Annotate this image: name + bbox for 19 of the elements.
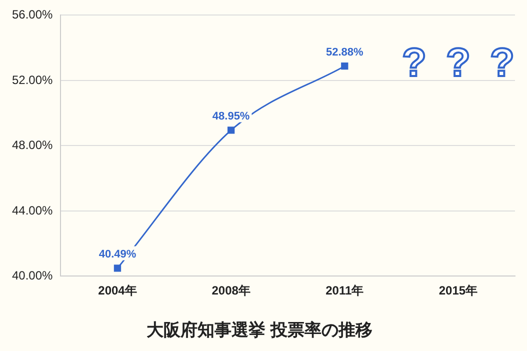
x-tick-label: 2008年 [212,284,250,298]
point [341,62,348,70]
y-tick-label: 40.00% [12,268,54,283]
point [227,126,235,134]
y-tick-label: 56.00% [12,8,54,22]
text: 大阪府知事選挙 投票率の推移 [146,320,372,340]
x-tick-label: 2015年 [438,284,478,298]
data-label: 48.95% [212,110,250,123]
annotation: ? [402,41,426,86]
point [114,264,122,272]
data-label: 52.88% [326,46,364,59]
y-tick-label: 52.00% [12,72,54,87]
x-tick-label: 2004年 [98,284,137,298]
y-tick-label: 48.00% [12,138,54,152]
data-label: 40.49% [98,248,136,261]
x-tick-label: 2011年 [326,284,364,298]
annotation: ? [490,41,514,86]
y-tick-label: 44.00% [12,203,54,218]
annotation: ? [446,41,470,86]
